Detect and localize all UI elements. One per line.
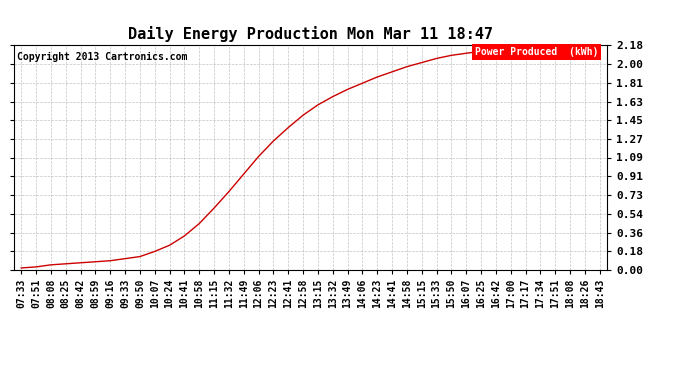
Text: Copyright 2013 Cartronics.com: Copyright 2013 Cartronics.com <box>17 52 187 62</box>
Title: Daily Energy Production Mon Mar 11 18:47: Daily Energy Production Mon Mar 11 18:47 <box>128 27 493 42</box>
Text: Power Produced  (kWh): Power Produced (kWh) <box>475 47 598 57</box>
